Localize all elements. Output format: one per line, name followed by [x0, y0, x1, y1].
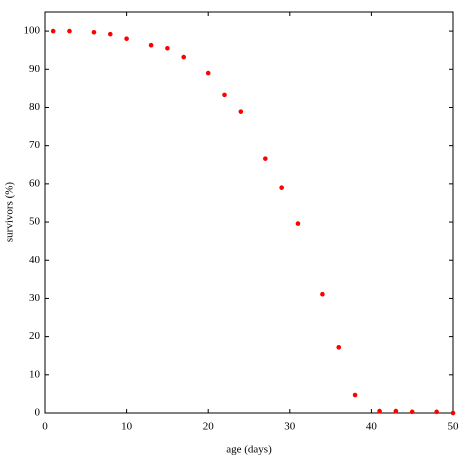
y-tick-label: 50 [29, 216, 41, 228]
x-axis-label: age (days) [226, 444, 272, 456]
plot-frame [44, 11, 454, 414]
point [434, 409, 439, 415]
x-tick-label: 0 [42, 421, 48, 433]
x-tick-label: 50 [448, 421, 460, 433]
y-tick-label: 30 [29, 292, 41, 304]
point [238, 109, 244, 114]
point [352, 392, 358, 398]
point [336, 345, 342, 350]
x-tick-label: 20 [203, 421, 215, 433]
y-tick-label: 60 [29, 177, 41, 189]
point [148, 42, 154, 48]
x-tick-label: 40 [366, 421, 378, 433]
point [409, 409, 415, 415]
point [263, 156, 268, 161]
point [205, 70, 211, 76]
point [181, 54, 187, 60]
y-tick-label: 90 [29, 63, 41, 75]
point [124, 36, 129, 42]
point [222, 92, 227, 98]
point [377, 408, 382, 414]
point [107, 31, 113, 37]
point [50, 28, 56, 34]
point [67, 28, 72, 34]
x-tick-label: 10 [121, 421, 133, 433]
point [165, 45, 170, 51]
y-tick-label: 100 [24, 25, 41, 37]
point [279, 185, 284, 190]
y-tick-label: 20 [29, 330, 41, 342]
point [393, 408, 399, 414]
point [295, 221, 301, 226]
y-tick-label: 80 [29, 101, 41, 113]
point [450, 410, 456, 416]
point [320, 291, 325, 297]
y-tick-label: 10 [29, 368, 41, 380]
y-tick-label: 0 [35, 407, 41, 419]
point [91, 29, 97, 35]
y-tick-label: 40 [29, 254, 41, 266]
y-axis-label: survivors (%) [4, 182, 16, 243]
y-tick-label: 70 [29, 139, 41, 151]
x-tick-label: 30 [284, 421, 296, 433]
